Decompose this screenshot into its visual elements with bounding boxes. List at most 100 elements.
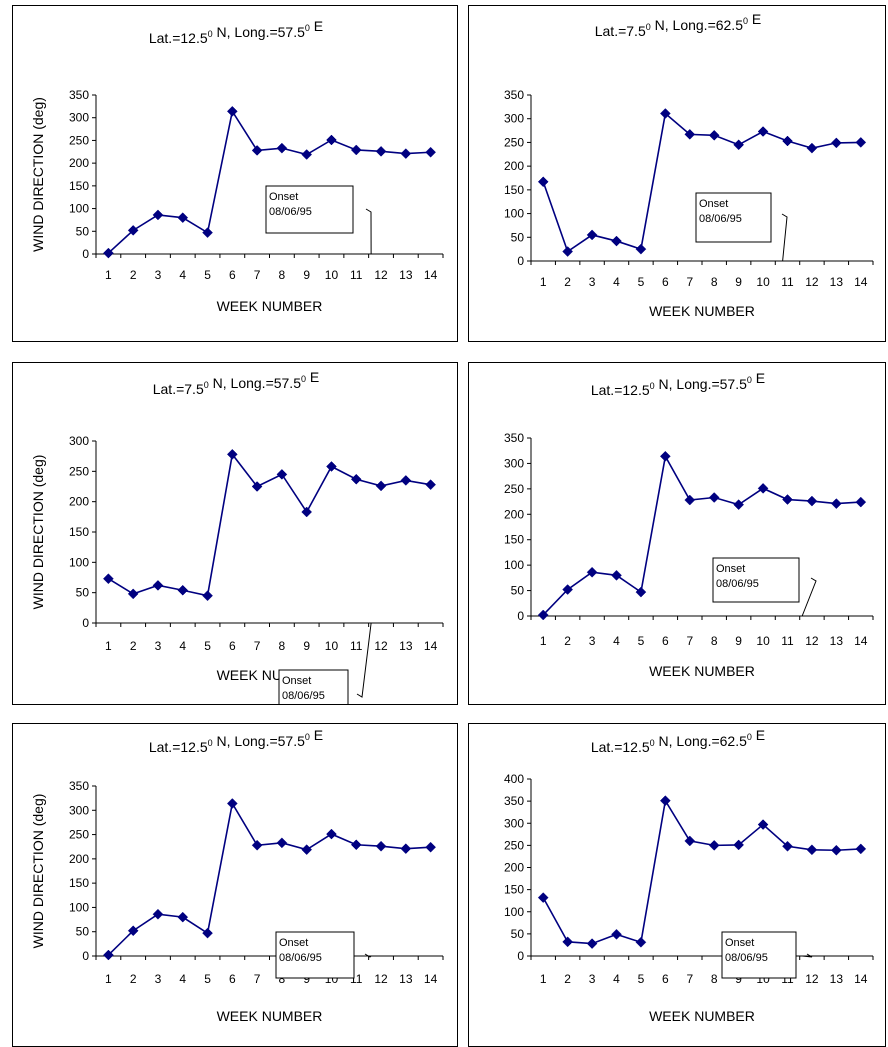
data-point [782, 840, 793, 852]
data-point [757, 482, 769, 494]
data-point [684, 494, 696, 506]
y-tick-label: 100 [69, 555, 89, 569]
y-tick-label: 50 [511, 584, 525, 598]
onset-annotation-box [721, 931, 797, 979]
y-tick-label: 200 [69, 495, 89, 509]
data-point [708, 129, 720, 141]
data-point [586, 566, 598, 578]
data-point [400, 843, 412, 855]
onset-annotation-label: Onset [725, 937, 754, 949]
x-tick-label: 7 [254, 972, 261, 986]
y-tick-label: 300 [504, 456, 524, 470]
data-point [562, 584, 573, 595]
x-tick-label: 14 [424, 268, 438, 282]
y-tick-label: 300 [69, 111, 89, 125]
y-tick-label: 0 [82, 949, 89, 963]
data-point [375, 480, 387, 492]
x-tick-label: 14 [854, 972, 868, 986]
data-point [831, 844, 842, 856]
onset-annotation-leader [801, 577, 817, 617]
y-tick-label: 250 [504, 838, 524, 852]
x-tick-label: 13 [830, 634, 844, 648]
x-tick-label: 13 [830, 972, 844, 986]
x-tick-label: 2 [564, 972, 571, 986]
x-axis-title: WEEK NUMBER [649, 303, 755, 319]
y-tick-label: 350 [504, 88, 524, 102]
x-tick-label: 5 [204, 972, 211, 986]
x-tick-label: 9 [735, 634, 742, 648]
data-point [400, 148, 412, 159]
data-point [276, 142, 288, 154]
x-tick-label: 11 [781, 275, 794, 289]
y-axis-title: WIND DIRECTION (deg) [30, 794, 46, 949]
onset-annotation-box [275, 931, 355, 979]
x-tick-label: 4 [613, 634, 620, 648]
y-tick-label: 50 [511, 927, 525, 941]
data-point [103, 247, 114, 259]
data-point [855, 496, 867, 508]
x-tick-label: 8 [279, 268, 286, 282]
y-tick-label: 50 [511, 230, 525, 244]
y-tick-label: 250 [69, 133, 89, 147]
data-point [350, 473, 362, 485]
y-tick-label: 400 [504, 772, 524, 786]
x-tick-label: 1 [105, 972, 112, 986]
data-point [684, 129, 696, 140]
data-point [757, 126, 769, 137]
x-tick-label: 2 [564, 634, 571, 648]
y-tick-label: 100 [504, 207, 524, 221]
x-tick-label: 6 [229, 639, 236, 653]
data-point [301, 844, 313, 855]
x-tick-label: 2 [130, 268, 137, 282]
data-point [660, 108, 671, 119]
y-tick-label: 250 [504, 482, 524, 496]
chart-title: Lat.=12.50 N, Long.=62.50 E [591, 727, 765, 755]
x-tick-label: 7 [254, 639, 261, 653]
y-axis-title: WIND DIRECTION (deg) [30, 97, 46, 252]
data-point [400, 475, 412, 486]
x-tick-label: 11 [781, 634, 794, 648]
onset-annotation-box [278, 669, 349, 704]
chart-svg-1: Lat.=12.50 N, Long.=57.50 E 0 50 100 150 200 2… [30, 18, 444, 314]
y-tick-label: 100 [504, 905, 524, 919]
y-tick-label: 350 [69, 779, 89, 793]
y-tick-label: 50 [76, 925, 90, 939]
x-axis-title: WEEK NUMBER [649, 1008, 755, 1024]
chart-panel-5: Lat.=12.50 N, Long.=57.50 E 0 50 100 150 200 2… [12, 723, 458, 1047]
data-point [660, 450, 671, 462]
data-point [326, 461, 337, 472]
y-tick-label: 0 [517, 949, 524, 963]
data-point [326, 828, 337, 840]
y-tick-label: 100 [504, 558, 524, 572]
onset-annotation-box [695, 192, 772, 243]
data-point [562, 936, 573, 948]
y-tick-label: 0 [82, 616, 89, 630]
series-line [542, 798, 861, 945]
x-tick-label: 13 [399, 268, 413, 282]
x-tick-label: 4 [613, 972, 620, 986]
data-point [425, 479, 436, 491]
x-tick-label: 12 [374, 268, 388, 282]
x-tick-label: 14 [424, 972, 438, 986]
x-tick-label: 5 [204, 268, 211, 282]
onset-annotation-date: 08/06/95 [282, 690, 325, 702]
data-point [350, 839, 362, 851]
x-tick-label: 13 [830, 275, 844, 289]
y-tick-label: 250 [69, 828, 89, 842]
x-tick-label: 6 [662, 275, 669, 289]
onset-annotation-leader [364, 953, 372, 958]
x-axis-title: WEEK NUMBER [649, 663, 755, 679]
data-point [177, 911, 189, 923]
x-tick-label: 12 [805, 972, 819, 986]
data-point [226, 106, 238, 117]
x-tick-label: 4 [179, 972, 186, 986]
data-point [635, 243, 647, 255]
data-point [782, 135, 793, 147]
x-tick-label: 7 [686, 275, 693, 289]
data-point [562, 246, 573, 257]
y-tick-label: 100 [69, 202, 89, 216]
onset-annotation-leader [365, 208, 372, 255]
data-point [635, 936, 647, 948]
x-tick-label: 7 [254, 268, 261, 282]
x-tick-label: 10 [325, 639, 339, 653]
